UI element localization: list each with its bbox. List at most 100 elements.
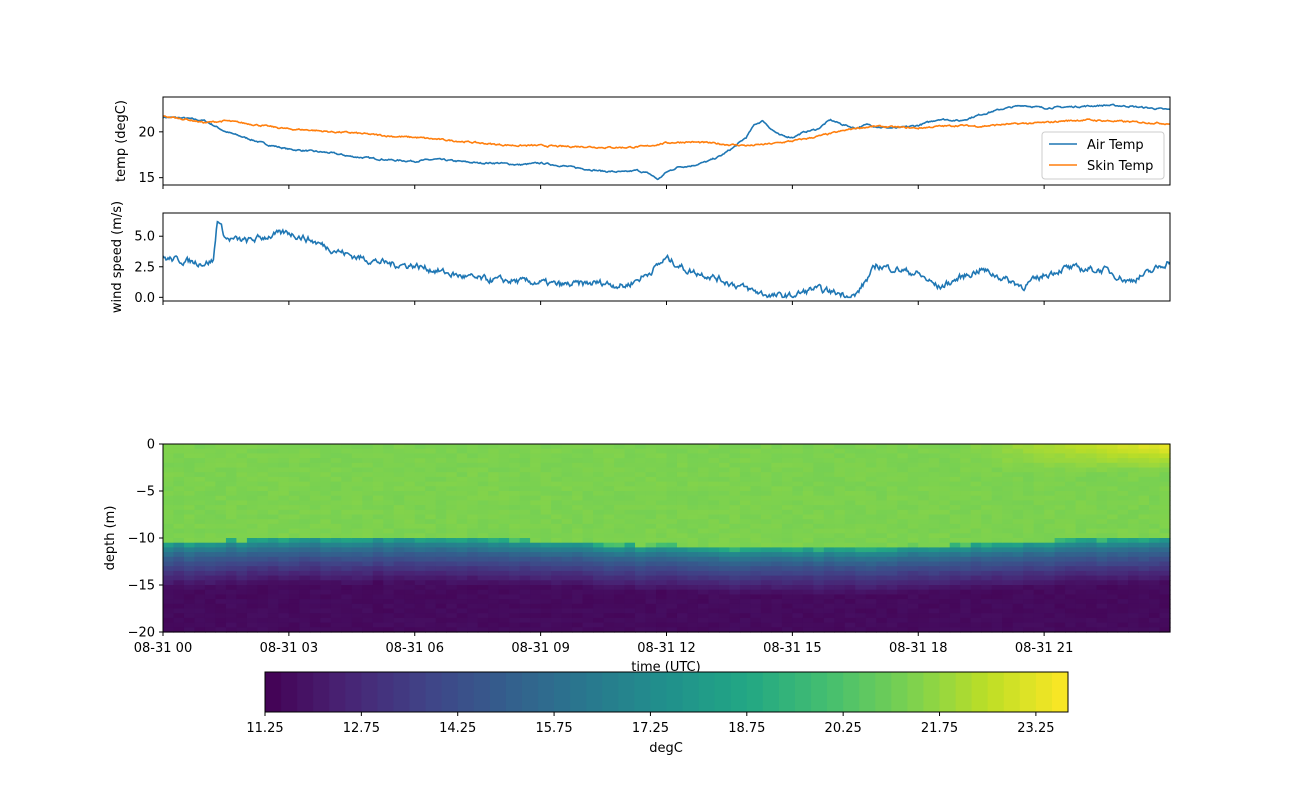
heatmap-cell — [1149, 552, 1161, 558]
heatmap-cell — [907, 570, 919, 577]
heatmap-cell — [320, 472, 332, 478]
heatmap-cell — [1044, 617, 1056, 624]
heatmap-cell — [718, 599, 731, 605]
heatmap-cell — [844, 599, 856, 605]
heatmap-cell — [970, 528, 982, 534]
heatmap-cell — [278, 467, 290, 473]
heatmap-cell — [477, 453, 489, 459]
heatmap-cell — [488, 519, 500, 525]
heatmap-cell — [1054, 514, 1066, 520]
heatmap-cell — [582, 486, 594, 492]
heatmap-cell — [257, 538, 269, 544]
heatmap-cell — [823, 476, 835, 483]
heatmap-cell — [876, 444, 888, 450]
heatmap-cell — [834, 566, 846, 572]
heatmap-cell — [540, 528, 552, 534]
heatmap-cell — [1149, 519, 1161, 525]
heatmap-cell — [907, 448, 919, 454]
heatmap-cell — [351, 467, 363, 473]
heatmap-cell — [676, 566, 689, 572]
heatmap-cell — [666, 575, 678, 581]
heatmap-cell — [267, 458, 279, 464]
heatmap-cell — [687, 627, 699, 633]
heatmap-cell — [1128, 603, 1140, 610]
heatmap-cell — [729, 622, 741, 628]
heatmap-cell — [530, 627, 542, 633]
heatmap-cell — [781, 594, 793, 600]
heatmap-cell — [886, 500, 898, 506]
heatmap-cell — [687, 594, 699, 600]
heatmap-cell — [288, 552, 300, 558]
heatmap-cell — [918, 462, 930, 469]
heatmap-cell — [236, 622, 248, 628]
heatmap-cell — [1033, 613, 1045, 619]
heatmap-cell — [603, 495, 615, 501]
heatmap-cell — [530, 505, 542, 511]
heatmap-cell — [991, 495, 1003, 501]
heatmap-cell — [1159, 458, 1171, 464]
heatmap-cell — [729, 472, 741, 478]
heatmap-cell — [257, 444, 269, 450]
heatmap-cell — [750, 476, 762, 483]
heatmap-cell — [1086, 509, 1098, 516]
heatmap-cell — [225, 495, 238, 501]
heatmap-cell — [561, 627, 573, 633]
heatmap-cell — [435, 580, 447, 586]
heatmap-cell — [225, 585, 238, 591]
heatmap-cell — [1012, 514, 1024, 520]
heatmap-cell — [1023, 462, 1035, 469]
heatmap-cell — [1138, 594, 1150, 600]
heatmap-cell — [1065, 500, 1077, 506]
heatmap-cell — [393, 509, 405, 516]
heatmap-cell — [1044, 603, 1056, 610]
heatmap-cell — [1107, 486, 1119, 492]
heatmap-cell — [614, 533, 626, 539]
heatmap-cell — [635, 528, 647, 534]
heatmap-cell — [844, 486, 856, 492]
heatmap-cell — [635, 561, 647, 567]
heatmap-cell — [477, 467, 489, 473]
heatmap-cell — [551, 603, 563, 610]
heatmap-cell — [939, 505, 951, 511]
heatmap-cell — [656, 552, 668, 558]
heatmap-cell — [1086, 462, 1098, 469]
heatmap-cell — [614, 495, 626, 501]
heatmap-cell — [760, 570, 772, 577]
heatmap-cell — [718, 622, 731, 628]
heatmap-cell — [708, 594, 720, 600]
heatmap-cell — [1044, 575, 1056, 581]
heatmap-cell — [792, 523, 804, 530]
heatmap-cell — [918, 519, 930, 525]
heatmap-cell — [802, 495, 814, 501]
heatmap-cell — [173, 603, 185, 610]
heatmap-cell — [404, 519, 416, 525]
heatmap-cell — [572, 617, 584, 624]
heatmap-cell — [1065, 458, 1077, 464]
heatmap-cell — [1149, 589, 1161, 595]
heatmap-cell — [918, 481, 930, 487]
heatmap-cell — [635, 462, 647, 469]
heatmap-cell — [708, 491, 720, 497]
heatmap-cell — [855, 500, 867, 506]
heatmap-cell — [204, 570, 217, 577]
heatmap-cell — [792, 627, 804, 633]
heatmap-cell — [897, 444, 909, 450]
heatmap-cell — [204, 594, 217, 600]
heatmap-cell — [446, 599, 458, 605]
heatmap-cell — [215, 491, 227, 497]
heatmap-cell — [204, 495, 217, 501]
heatmap-cell — [603, 552, 615, 558]
heatmap-cell — [572, 594, 584, 600]
heatmap-cell — [572, 622, 584, 628]
heatmap-cell — [572, 556, 584, 563]
heatmap-cell — [981, 523, 993, 530]
heatmap-cell — [918, 585, 930, 591]
heatmap-cell — [278, 599, 290, 605]
depth-x-axis-label: time (UTC) — [631, 660, 700, 675]
heatmap-cell — [645, 472, 657, 478]
heatmap-cell — [1065, 575, 1077, 581]
heatmap-cell — [309, 491, 321, 497]
heatmap-cell — [907, 542, 919, 548]
heatmap-cell — [1138, 547, 1150, 553]
heatmap-cell — [729, 495, 741, 501]
